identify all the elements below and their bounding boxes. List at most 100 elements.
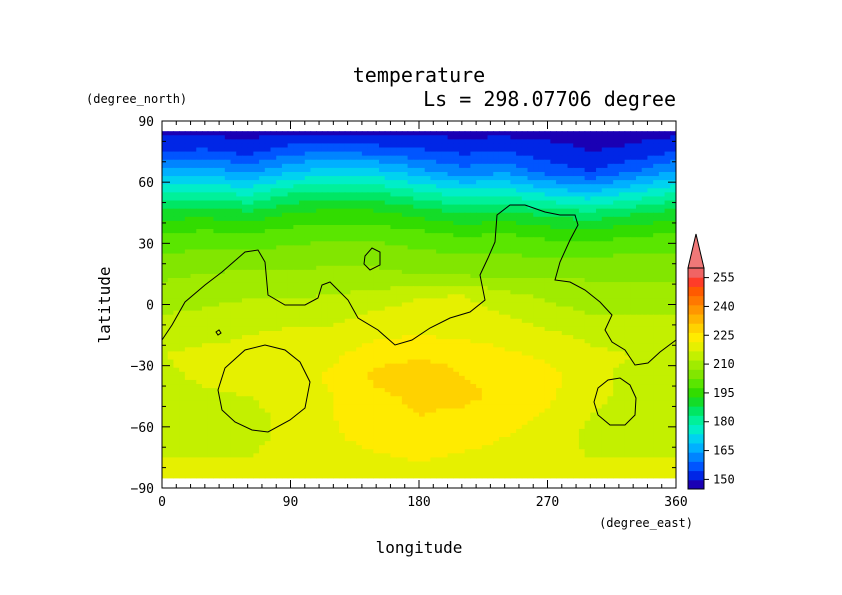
field-cell bbox=[453, 335, 460, 340]
field-cell bbox=[601, 318, 609, 324]
field-cell bbox=[321, 167, 329, 173]
field-cell bbox=[401, 163, 409, 169]
field-cell bbox=[647, 216, 654, 222]
field-cell bbox=[333, 237, 340, 242]
field-cell bbox=[447, 188, 454, 193]
field-cell bbox=[458, 143, 466, 149]
field-cell bbox=[510, 220, 517, 226]
field-cell bbox=[436, 200, 443, 206]
field-cell bbox=[310, 322, 317, 328]
field-cell bbox=[453, 188, 460, 193]
field-cell bbox=[504, 331, 511, 336]
field-cell bbox=[333, 159, 340, 165]
field-cell bbox=[207, 139, 214, 145]
field-cell bbox=[533, 261, 540, 267]
field-cell bbox=[504, 310, 511, 316]
field-cell bbox=[344, 306, 352, 312]
field-cell bbox=[590, 184, 597, 189]
field-cell bbox=[333, 253, 340, 259]
field-cell bbox=[304, 351, 312, 357]
field-cell bbox=[339, 167, 346, 173]
field-cell bbox=[413, 347, 420, 352]
field-cell bbox=[607, 143, 614, 149]
field-cell bbox=[481, 143, 489, 149]
field-cell bbox=[436, 131, 443, 136]
field-cell bbox=[241, 188, 249, 193]
field-cell bbox=[230, 224, 237, 230]
field-cell bbox=[173, 204, 180, 210]
field-cell bbox=[641, 176, 649, 181]
field-cell bbox=[658, 224, 666, 230]
field-cell bbox=[241, 229, 249, 234]
field-cell bbox=[527, 139, 534, 145]
field-cell bbox=[470, 294, 477, 299]
field-cell bbox=[299, 318, 306, 324]
field-cell bbox=[430, 241, 437, 246]
field-cell bbox=[601, 245, 609, 251]
field-cell bbox=[173, 261, 180, 267]
field-cell bbox=[384, 151, 392, 157]
field-cell bbox=[590, 314, 597, 320]
field-cell bbox=[510, 290, 517, 295]
field-cell bbox=[498, 196, 506, 202]
field-cell bbox=[624, 176, 631, 181]
field-cell bbox=[521, 265, 529, 271]
field-cell bbox=[573, 269, 580, 275]
field-cell bbox=[527, 220, 534, 226]
field-cell bbox=[658, 286, 666, 291]
field-cell bbox=[241, 151, 249, 157]
field-cell bbox=[521, 171, 529, 177]
field-cell bbox=[167, 302, 175, 308]
field-cell bbox=[264, 216, 272, 222]
field-cell bbox=[419, 265, 426, 271]
field-cell bbox=[521, 314, 529, 320]
field-cell bbox=[630, 167, 637, 173]
field-cell bbox=[567, 306, 574, 312]
field-cell bbox=[293, 265, 300, 271]
field-cell bbox=[538, 241, 546, 246]
field-cell bbox=[241, 257, 249, 263]
field-cell bbox=[253, 326, 260, 332]
field-cell bbox=[424, 298, 432, 304]
field-cell bbox=[162, 147, 169, 153]
field-cell bbox=[162, 204, 169, 210]
field-cell bbox=[441, 180, 449, 185]
field-cell bbox=[173, 180, 180, 185]
field-cell bbox=[573, 261, 580, 267]
field-cell bbox=[259, 216, 266, 222]
field-cell bbox=[299, 233, 306, 238]
field-cell bbox=[447, 253, 454, 259]
field-cell bbox=[464, 180, 471, 185]
field-cell bbox=[453, 196, 460, 202]
field-cell bbox=[590, 241, 597, 246]
field-cell bbox=[299, 143, 306, 149]
field-cell bbox=[550, 229, 557, 234]
field-cell bbox=[344, 347, 352, 352]
field-cell bbox=[498, 294, 506, 299]
field-cell bbox=[607, 347, 614, 352]
field-cell bbox=[236, 277, 243, 283]
field-cell bbox=[276, 306, 283, 312]
field-cell bbox=[601, 253, 609, 259]
field-cell bbox=[436, 326, 443, 332]
field-cell bbox=[550, 322, 557, 328]
field-cell bbox=[196, 204, 203, 210]
field-cell bbox=[339, 273, 346, 279]
field-cell bbox=[533, 163, 540, 169]
field-cell bbox=[487, 310, 494, 316]
field-cell bbox=[304, 253, 312, 259]
field-cell bbox=[281, 176, 289, 181]
field-cell bbox=[413, 180, 420, 185]
field-cell bbox=[653, 306, 660, 312]
field-cell bbox=[670, 143, 676, 149]
field-cell bbox=[304, 163, 312, 169]
field-cell bbox=[561, 167, 569, 173]
field-cell bbox=[516, 318, 523, 324]
field-cell bbox=[504, 282, 511, 287]
field-cell bbox=[293, 347, 300, 352]
field-cell bbox=[333, 155, 340, 161]
field-cell bbox=[573, 131, 580, 136]
field-cell bbox=[653, 171, 660, 177]
field-cell bbox=[527, 184, 534, 189]
field-cell bbox=[247, 151, 254, 157]
